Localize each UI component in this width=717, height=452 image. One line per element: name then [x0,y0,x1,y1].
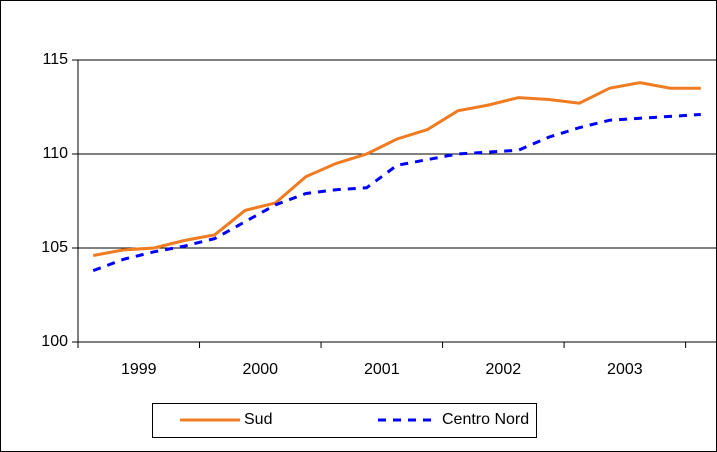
legend-label: Sud [244,411,272,428]
x-tick-label: 2003 [607,361,643,378]
x-tick-label: 2002 [486,361,522,378]
y-tick-label: 100 [41,333,68,350]
x-tick-label: 2000 [242,361,278,378]
x-tick-label: 1999 [121,361,157,378]
y-tick-label: 115 [42,51,68,68]
line-series [92,81,701,257]
y-tick-label: 110 [42,145,68,162]
y-tick-label: 105 [41,239,68,256]
x-tick-label: 2001 [364,361,400,378]
line-series [92,113,701,273]
legend-label: Centro Nord [442,411,529,428]
